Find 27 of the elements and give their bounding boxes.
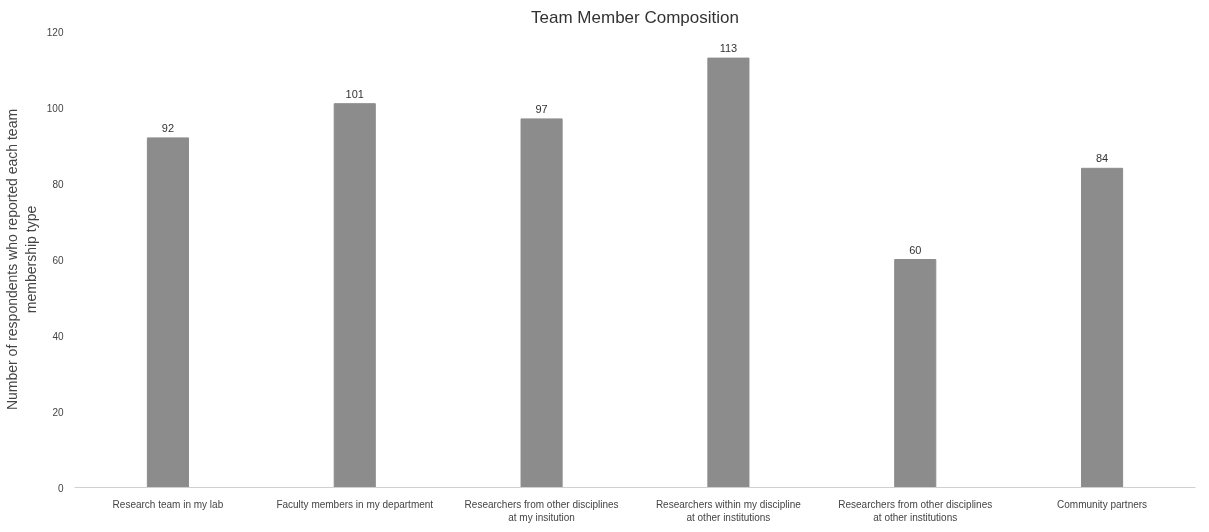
bar <box>520 118 563 488</box>
data-label: 92 <box>161 121 175 134</box>
data-label: 113 <box>719 42 738 55</box>
y-tick-label: 120 <box>46 26 64 38</box>
data-label: 97 <box>535 102 548 115</box>
bar <box>707 57 750 488</box>
data-label: 84 <box>1095 152 1109 165</box>
x-tick-label: Researchers from other disciplines at my insitution <box>464 498 619 523</box>
y-tick-label: 0 <box>57 482 64 494</box>
y-tick-label: 100 <box>46 102 64 114</box>
y-tick-label: 20 <box>52 406 64 418</box>
chart-title: Team Member Composition <box>531 7 739 27</box>
data-label: 60 <box>909 243 922 256</box>
bar <box>333 103 376 488</box>
x-tick-label: Community partners <box>1057 498 1148 510</box>
data-label: 101 <box>345 87 364 100</box>
x-tick-label: Researchers within my discipline at other institutions <box>655 498 802 523</box>
bar <box>894 259 937 488</box>
x-tick-label: Faculty members in my department <box>276 498 434 510</box>
y-tick-label: 80 <box>52 178 64 190</box>
bar <box>146 137 189 488</box>
y-tick-label: 60 <box>52 254 64 266</box>
y-tick-label: 40 <box>52 330 64 342</box>
bar <box>1081 167 1124 488</box>
y-axis-title: Number of respondents who reported each team membership type <box>3 108 39 411</box>
x-tick-label: Researchers from other disciplines at other institutions <box>838 498 993 523</box>
x-tick-label: Research team in my lab <box>112 498 224 510</box>
